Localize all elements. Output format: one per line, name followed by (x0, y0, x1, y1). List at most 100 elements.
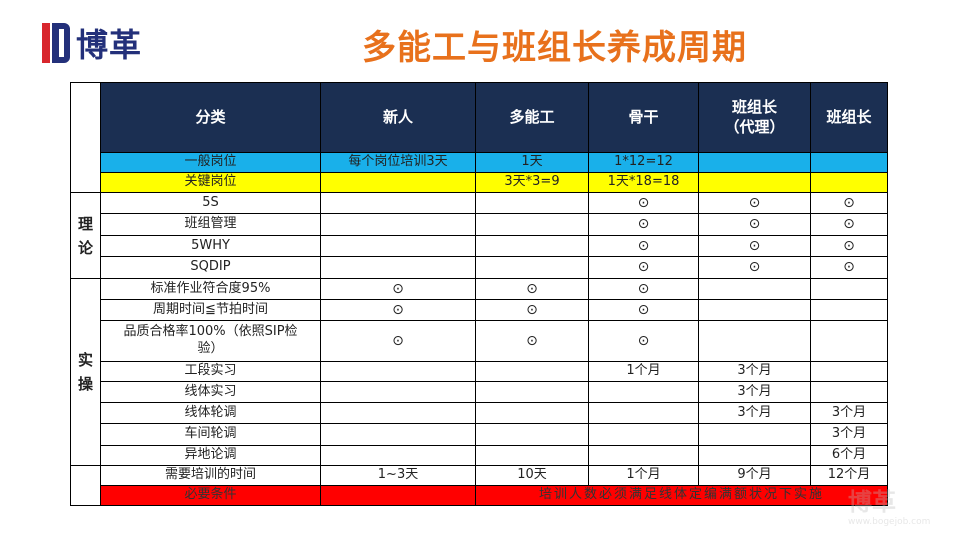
group-label-practice: 实操 (70, 278, 101, 466)
table-cell (320, 381, 476, 403)
table-cell: ⊙ (320, 278, 476, 300)
table-cell: ⊙ (588, 320, 699, 362)
table-cell (588, 423, 699, 446)
table-cell (320, 256, 476, 279)
row-label: 周期时间≦节拍时间 (100, 299, 321, 321)
table-cell: 1个月 (588, 361, 699, 382)
column-header: 分类 (100, 82, 321, 153)
page-title: 多能工与班组长养成周期 (362, 28, 747, 68)
table-cell: 9个月 (698, 465, 811, 486)
table-cell (475, 423, 589, 446)
table-cell (588, 381, 699, 403)
table-row: SQDIP ⊙ ⊙ ⊙ (71, 256, 888, 279)
table-cell: 3个月 (698, 402, 811, 424)
row-label: 一般岗位 (100, 152, 321, 173)
table-cell (320, 445, 476, 466)
table-cell (810, 299, 888, 321)
row-label: SQDIP (100, 256, 321, 279)
table-cell (320, 361, 476, 382)
table-row: 一般岗位 每个岗位培训3天 1天 1*12=12 (71, 152, 888, 173)
table-cell: ⊙ (698, 235, 811, 257)
table-cell: ⊙ (588, 256, 699, 279)
table-cell: 3个月 (810, 423, 888, 446)
table-cell (475, 361, 589, 382)
table-cell: ⊙ (698, 213, 811, 236)
row-label: 异地论调 (100, 445, 321, 466)
table-row: 理论 5S ⊙ ⊙ ⊙ (70, 192, 888, 279)
table-row: 关键岗位 3天*3=9 1天*18=18 (71, 172, 888, 193)
table-cell: 1*12=12 (588, 152, 699, 173)
table-cell (320, 423, 476, 446)
table-cell: 每个岗位培训3天 (320, 152, 476, 173)
table-cell (698, 423, 811, 446)
table-row: 需要培训的时间 1~3天 10天 1个月 9个月 12个月 (70, 465, 888, 506)
table-cell (320, 192, 476, 214)
row-label: 线体轮调 (100, 402, 321, 424)
table-cell: 3天*3=9 (475, 172, 589, 193)
logo-text: 博革 (76, 26, 143, 64)
table-cell (698, 445, 811, 466)
table-cell: 1天*18=18 (588, 172, 699, 193)
training-cycle-table: 分类 新人 多能工 骨干 班组长 （代理） 班组长 一般岗位 每个岗位培训3天 1天 1*12=1… (70, 82, 888, 506)
table-cell: ⊙ (320, 299, 476, 321)
table-cell (320, 485, 476, 506)
table-cell: ⊙ (588, 278, 699, 300)
table-cell: 1天 (475, 152, 589, 173)
column-header: 新人 (320, 82, 476, 153)
column-header: 多能工 (475, 82, 589, 153)
table-cell (588, 445, 699, 466)
table-cell (810, 278, 888, 300)
table-cell (698, 278, 811, 300)
table-cell (320, 235, 476, 257)
table-cell (475, 402, 589, 424)
table-cell (475, 192, 589, 214)
table-row: 必要条件 培训人数必须满足线体定编满额状况下实施 (71, 485, 888, 506)
table-cell (698, 172, 811, 193)
table-cell: ⊙ (588, 299, 699, 321)
header-row: 分类 新人 多能工 骨干 班组长 （代理） 班组长 (70, 82, 888, 193)
table-cell (320, 172, 476, 193)
table-cell: ⊙ (810, 192, 888, 214)
table-cell: ⊙ (588, 192, 699, 214)
table-cell: ⊙ (810, 256, 888, 279)
table-cell (810, 361, 888, 382)
table-cell (475, 256, 589, 279)
table-cell (698, 152, 811, 173)
table-cell: ⊙ (588, 213, 699, 236)
row-label: 工段实习 (100, 361, 321, 382)
table-row: 线体轮调 3个月 3个月 (71, 402, 888, 424)
table-cell (810, 172, 888, 193)
watermark: 博革 www.bogejob.com (848, 488, 931, 527)
table-cell (810, 152, 888, 173)
table-row: 车间轮调 3个月 (71, 423, 888, 446)
table-row: 异地论调 6个月 (71, 445, 888, 466)
table-row: 工段实习 1个月 3个月 (71, 361, 888, 382)
table-cell: ⊙ (698, 256, 811, 279)
table-cell (475, 235, 589, 257)
row-label: 需要培训的时间 (100, 465, 321, 486)
table-cell: ⊙ (475, 299, 589, 321)
row-label: 关键岗位 (100, 172, 321, 193)
table-cell: ⊙ (475, 320, 589, 362)
row-label: 车间轮调 (100, 423, 321, 446)
table-cell: 3个月 (810, 402, 888, 424)
row-label: 5WHY (100, 235, 321, 257)
table-cell (810, 381, 888, 403)
row-label: 5S (100, 192, 321, 214)
group-cell (70, 82, 101, 193)
table-cell: 3个月 (698, 361, 811, 382)
row-label: 线体实习 (100, 381, 321, 403)
table-cell: ⊙ (320, 320, 476, 362)
table-row: 5WHY ⊙ ⊙ ⊙ (71, 235, 888, 257)
row-label: 必要条件 (100, 485, 321, 506)
table-cell (475, 213, 589, 236)
column-header: 班组长 （代理） (698, 82, 811, 153)
table-cell: ⊙ (810, 213, 888, 236)
group-label-theory: 理论 (70, 192, 101, 279)
logo-mark-icon (42, 23, 70, 63)
table-row: 线体实习 3个月 (71, 381, 888, 403)
table-cell (320, 213, 476, 236)
table-cell (320, 402, 476, 424)
column-header: 骨干 (588, 82, 699, 153)
row-label: 品质合格率100%（依照SIP检验） (100, 320, 321, 362)
